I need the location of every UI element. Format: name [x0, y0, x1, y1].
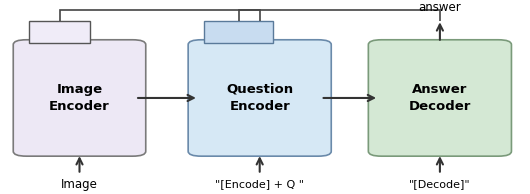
FancyBboxPatch shape	[204, 21, 273, 43]
FancyBboxPatch shape	[13, 40, 146, 156]
Text: answer: answer	[419, 1, 461, 14]
Text: "[Decode]": "[Decode]"	[409, 179, 471, 189]
Text: Image: Image	[61, 178, 98, 191]
FancyBboxPatch shape	[188, 40, 331, 156]
Text: Answer
Decoder: Answer Decoder	[409, 83, 471, 113]
Text: Image
Encoder: Image Encoder	[49, 83, 110, 113]
FancyBboxPatch shape	[29, 21, 90, 43]
FancyBboxPatch shape	[368, 40, 511, 156]
Text: "[Encode] + Q ": "[Encode] + Q "	[215, 179, 304, 189]
Text: Question
Encoder: Question Encoder	[226, 83, 293, 113]
